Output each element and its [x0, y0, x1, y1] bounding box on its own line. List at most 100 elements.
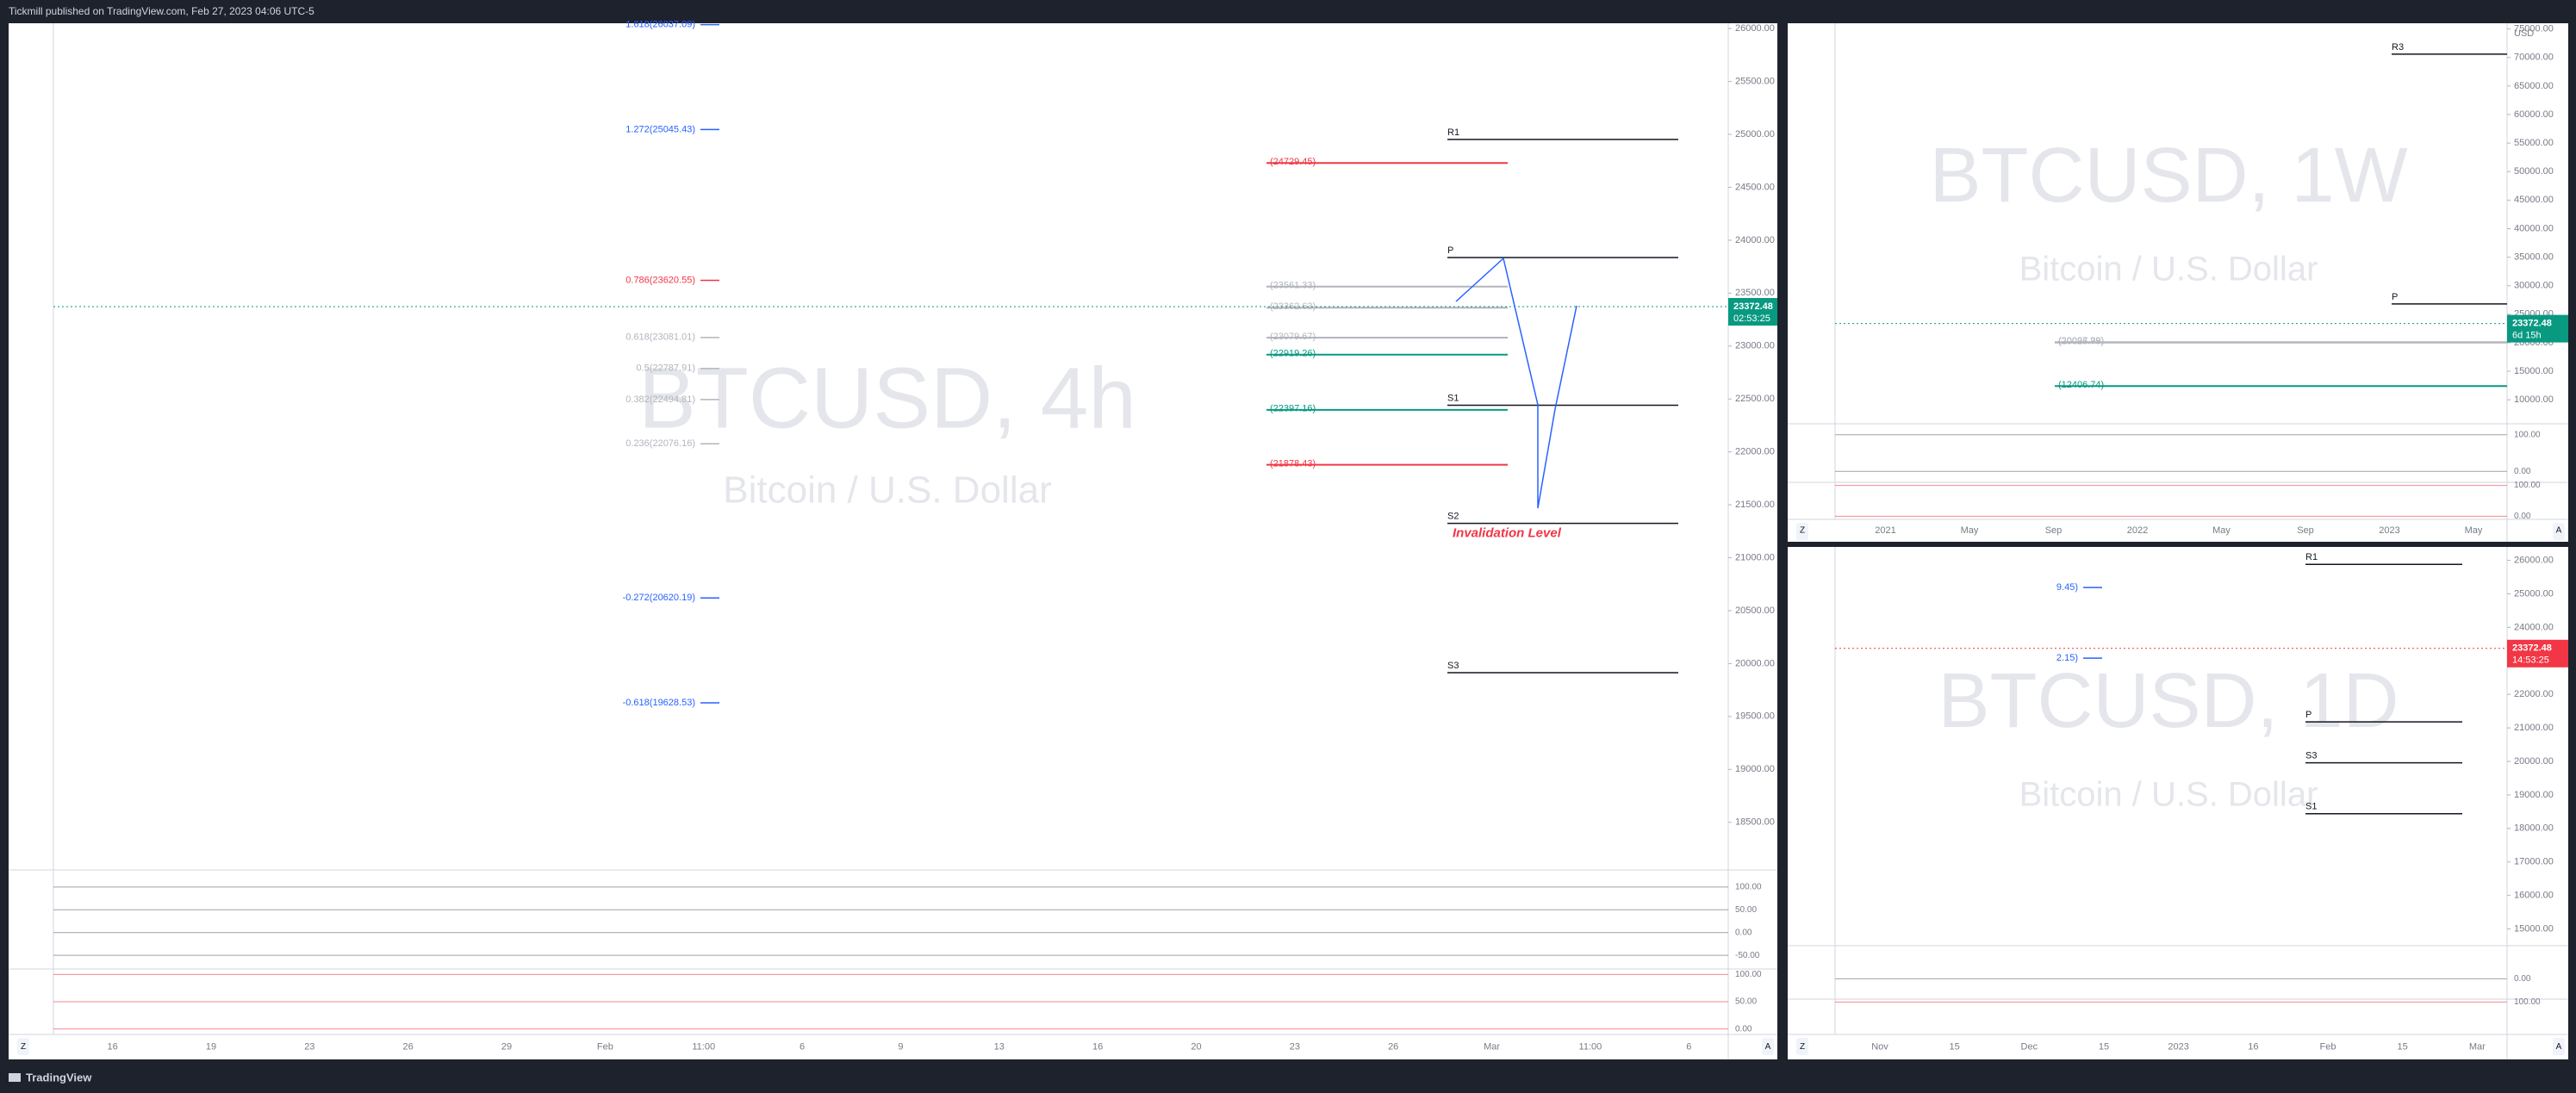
corner-button-label[interactable]: A: [1765, 1042, 1771, 1052]
price-tick-label: 18500.00: [1735, 817, 1775, 828]
corner-button-label[interactable]: A: [2556, 1042, 2562, 1052]
price-tick-label: 15000.00: [2514, 366, 2554, 376]
time-axis-label: 16: [2248, 1041, 2258, 1052]
time-axis-label: 15: [2099, 1041, 2109, 1052]
price-tick-label: 21000.00: [2514, 723, 2554, 733]
osc-tick-label: 100.00: [2514, 481, 2541, 490]
currency-label: USD: [2514, 28, 2534, 39]
pivot-label: S2: [1447, 511, 1459, 521]
price-level-label: (22397.16): [1270, 404, 1316, 414]
watermark-title: BTCUSD, 1W: [1929, 133, 2407, 219]
time-axis-label: 2022: [2127, 525, 2148, 536]
corner-button-label[interactable]: Z: [21, 1042, 26, 1052]
time-axis-label: 2023: [2379, 525, 2399, 536]
corner-button-label[interactable]: A: [2556, 526, 2562, 536]
price-tick-label: 19500.00: [1735, 711, 1775, 722]
time-axis-label: May: [2465, 525, 2483, 536]
fib-level-label: 0.5(22787.91): [637, 363, 696, 374]
price-level-label: (21878.43): [1270, 458, 1316, 469]
projection-path: [1455, 257, 1577, 509]
time-axis-label: Dec: [2021, 1041, 2038, 1052]
price-tick-label: 10000.00: [2514, 394, 2554, 405]
price-tick-label: 40000.00: [2514, 223, 2554, 233]
osc-tick-label: 100.00: [1735, 882, 1762, 891]
last-price-label: 23372.48: [2512, 643, 2552, 654]
fib-level-label: 0.786(23620.55): [625, 275, 695, 285]
price-tick-label: 16000.00: [2514, 891, 2554, 901]
osc-tick-label: 50.00: [1735, 905, 1757, 915]
price-tick-label: 19000.00: [2514, 790, 2554, 800]
pivot-label: S1: [2305, 802, 2317, 812]
time-axis-label: 9: [898, 1041, 903, 1052]
price-tick-label: 25500.00: [1735, 76, 1775, 86]
price-tick-label: 45000.00: [2514, 195, 2554, 205]
corner-button[interactable]: [2553, 523, 2565, 540]
price-tick-label: 17000.00: [2514, 857, 2554, 867]
time-axis-label: 13: [994, 1041, 1005, 1052]
watermark-title: BTCUSD, 1D: [1938, 658, 2399, 744]
price-tick-label: 55000.00: [2514, 138, 2554, 148]
time-axis-label: 11:00: [1579, 1041, 1602, 1052]
time-axis-label: 16: [107, 1041, 117, 1052]
osc-tick-label: 0.00: [2514, 974, 2531, 984]
price-tick-label: 60000.00: [2514, 109, 2554, 120]
corner-button[interactable]: [17, 1038, 29, 1055]
last-price-badge: [2507, 314, 2568, 343]
time-axis-label: 26: [403, 1041, 414, 1052]
price-tick-label: 23500.00: [1735, 288, 1775, 298]
time-axis-label: 23: [1290, 1041, 1300, 1052]
pivot-label: S1: [1447, 393, 1459, 403]
time-axis-label: 23: [304, 1041, 314, 1052]
price-tick-label: 70000.00: [2514, 53, 2554, 63]
price-tick-label: 21500.00: [1735, 500, 1775, 510]
price-level-label: (23079.67): [1270, 332, 1316, 342]
price-level-label: (23561.33): [1270, 281, 1316, 291]
osc-tick-label: 50.00: [1735, 997, 1757, 1007]
fib-level-label: 1.618(26037.09): [625, 19, 695, 29]
time-axis-label: 15: [2398, 1041, 2408, 1052]
last-price-badge: [1728, 298, 1777, 326]
time-axis-label: May: [1961, 525, 1979, 536]
pivot-label: P: [1447, 245, 1453, 256]
fib-level-label: 9.45): [2056, 582, 2078, 593]
brand: TradingView: [26, 1071, 92, 1084]
time-axis-label: 19: [206, 1041, 216, 1052]
fib-level-label: 0.382(22494.81): [625, 394, 695, 405]
corner-button-label[interactable]: Z: [1800, 526, 1805, 536]
time-axis-label: Sep: [2297, 525, 2314, 536]
price-tick-label: 25000.00: [1735, 129, 1775, 140]
corner-button[interactable]: [2553, 1038, 2565, 1055]
corner-button-label[interactable]: Z: [1800, 1042, 1805, 1052]
corner-button[interactable]: [1762, 1038, 1774, 1055]
time-axis-label: Nov: [1871, 1041, 1888, 1052]
time-axis-label: 11:00: [692, 1041, 715, 1052]
price-tick-label: 30000.00: [2514, 281, 2554, 291]
price-tick-label: 15000.00: [2514, 923, 2554, 934]
price-tick-label: 24000.00: [2514, 622, 2554, 632]
osc-tick-label: 0.00: [1735, 1024, 1752, 1034]
price-level-label: (12406.74): [2058, 380, 2104, 390]
time-axis-label: Mar: [2469, 1041, 2486, 1052]
price-tick-label: 25000.00: [2514, 588, 2554, 599]
price-tick-label: 22500.00: [1735, 394, 1775, 404]
price-tick-label: 22000.00: [1735, 447, 1775, 457]
time-axis-label: Mar: [1484, 1041, 1500, 1052]
price-level-label: (22919.26): [1270, 349, 1316, 359]
price-level-label: (24729.45): [1270, 157, 1316, 167]
corner-button[interactable]: [1796, 523, 1808, 540]
price-tick-label: 35000.00: [2514, 252, 2554, 262]
osc-tick-label: 0.00: [2514, 512, 2531, 521]
time-axis-label: Sep: [2045, 525, 2063, 536]
price-tick-label: 24000.00: [1735, 235, 1775, 245]
price-tick-label: 20500.00: [1735, 605, 1775, 616]
price-tick-label: 26000.00: [2514, 555, 2554, 565]
fib-level-label: -0.618(19628.53): [623, 698, 695, 708]
fib-level-label: 1.272(25045.43): [625, 124, 695, 134]
corner-button[interactable]: [1796, 1038, 1808, 1055]
price-tick-label: 21000.00: [1735, 552, 1775, 562]
last-price-label: 23372.48: [2512, 319, 2552, 329]
countdown: 6d 15h: [2512, 331, 2542, 341]
time-axis-label: 2023: [2168, 1041, 2188, 1052]
price-tick-label: 24500.00: [1735, 182, 1775, 192]
time-axis-label: 16: [1092, 1041, 1103, 1052]
